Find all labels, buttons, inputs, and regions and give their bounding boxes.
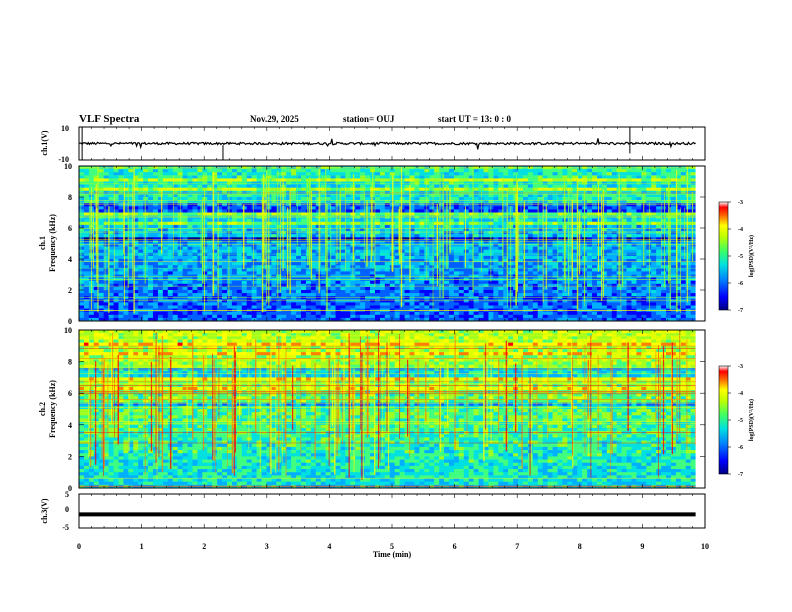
ch1-spectrogram-ylabel: Frequency (kHz) [48,214,57,272]
ch1-colorbar [718,201,729,311]
y-tick-label: 0 [65,505,69,514]
y-tick-label: 0 [68,317,72,326]
x-tick-label: 4 [327,542,331,551]
colorbar-tick-label: -7 [738,308,743,314]
y-tick-label: 4 [68,255,72,264]
x-tick-label: 6 [453,542,457,551]
ch1-waveform-ylabel: ch.1(V) [40,130,49,155]
y-tick-label: -5 [62,523,69,532]
x-tick-label: 0 [77,542,81,551]
x-axis-label: Time (min) [373,550,412,559]
ch1-spectrogram-panel [78,165,706,322]
y-tick-label: 6 [68,224,72,233]
ch3-waveform-panel [78,493,706,529]
x-tick-label: 7 [515,542,519,551]
y-tick-label: -10 [58,155,69,164]
ch1-colorbar-label: log(PSD)(V²/Hz) [748,235,755,277]
y-tick-label: 8 [68,193,72,202]
y-tick-label: 2 [68,286,72,295]
start-time-label: start UT = 13: 0 : 0 [438,114,511,124]
x-tick-label: 2 [202,542,206,551]
colorbar-tick-label: -4 [738,391,743,397]
ch3-waveform-ylabel: ch.3(V) [40,498,49,523]
ch2-spectrogram-ylabel-channel: ch.2 [38,402,47,416]
chart-title: VLF Spectra [79,113,140,125]
x-tick-label: 5 [390,542,394,551]
station-label: station= OUJ [343,114,395,124]
colorbar-tick-label: -4 [738,227,743,233]
colorbar-tick-label: -3 [738,200,743,206]
colorbar-tick-label: -5 [738,418,743,424]
colorbar-tick-label: -7 [738,472,743,478]
y-tick-label: 4 [68,421,72,430]
ch2-colorbar-label: log(PSD)(V²/Hz) [748,399,755,441]
colorbar-tick-label: -6 [738,445,743,451]
x-tick-label: 9 [640,542,644,551]
ch1-waveform-panel [78,126,706,161]
ch2-spectrogram-panel [78,329,706,489]
y-tick-label: 0 [68,484,72,493]
ch1-spectrogram-cells [79,166,705,322]
colorbar-tick-label: -3 [738,364,743,370]
ch2-colorbar [718,365,729,475]
date-label: Nov.29, 2025 [250,114,299,124]
y-tick-label: 8 [68,358,72,367]
y-tick-label: 6 [68,389,72,398]
ch1-spectrogram-ylabel-channel: ch.1 [38,236,47,250]
y-tick-label: 10 [64,162,72,171]
y-tick-label: 2 [68,452,72,461]
y-tick-label: 10 [64,326,72,335]
ch2-spectrogram-ylabel: Frequency (kHz) [48,380,57,438]
y-tick-label: 5 [65,490,69,499]
ch2-spectrogram-cells [79,330,705,489]
ch3-waveform-frame [78,493,706,529]
x-tick-label: 8 [578,542,582,551]
x-tick-label: 1 [140,542,144,551]
y-tick-label: 10 [61,124,69,133]
ch1-waveform-line [78,138,696,150]
colorbar-tick-label: -6 [738,281,743,287]
x-tick-label: 10 [701,542,709,551]
colorbar-tick-label: -5 [738,254,743,260]
x-tick-label: 3 [265,542,269,551]
